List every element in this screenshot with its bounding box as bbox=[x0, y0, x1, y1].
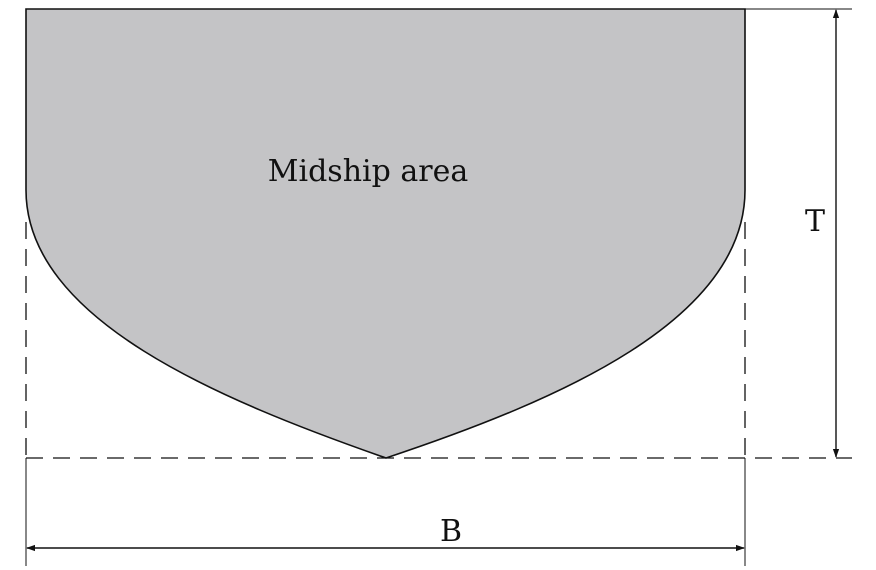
draught-label: T bbox=[805, 204, 825, 239]
midship-section bbox=[25, 8, 746, 459]
breadth-label: B bbox=[440, 514, 462, 549]
midship-area-label: Midship area bbox=[268, 154, 469, 189]
